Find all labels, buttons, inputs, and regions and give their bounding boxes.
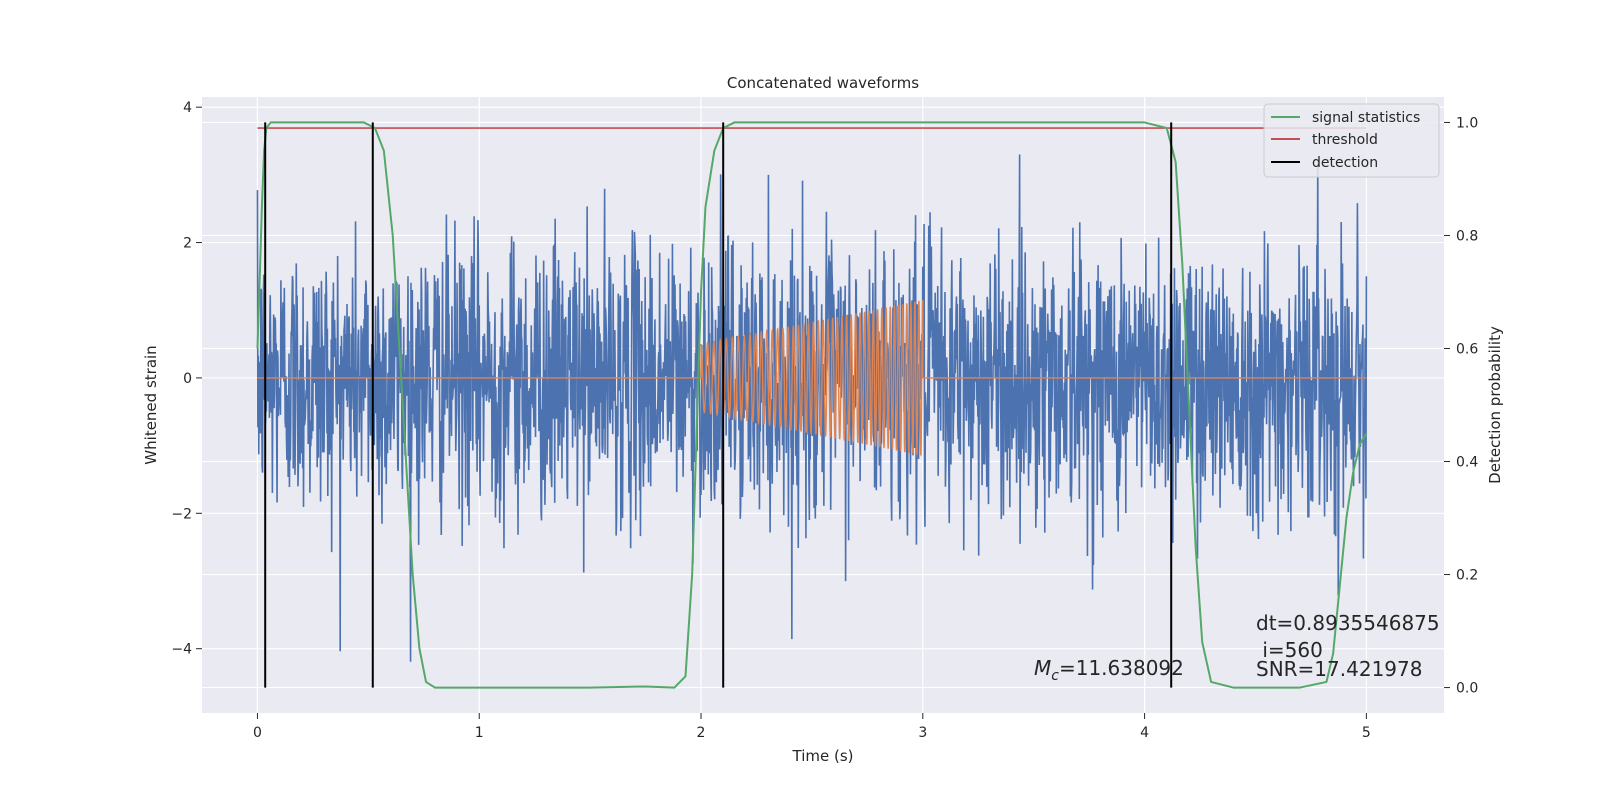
y-tick-label-1: −2	[171, 506, 192, 522]
legend: signal statistics threshold detection	[1263, 103, 1440, 178]
injected-signal-trace	[257, 300, 1367, 457]
y-tick-label-0: −4	[171, 642, 192, 658]
y2-tick-label-1: 0.2	[1456, 568, 1478, 584]
legend-label-signal-statistics: signal statistics	[1312, 110, 1420, 126]
x-tick-label-1: 1	[475, 725, 484, 741]
annotation-mc: Mc=11.638092	[1034, 656, 1184, 684]
y2-tick-label-5: 1.0	[1456, 115, 1478, 131]
y2-tick-label-3: 0.6	[1456, 341, 1478, 357]
y-axis-label: Whitened strain	[142, 345, 160, 464]
stat-layer	[256, 121, 1368, 689]
y2-tick-label-2: 0.4	[1456, 455, 1478, 471]
signal-layer	[257, 300, 1367, 457]
annotation-snr: SNR=17.421978	[1256, 657, 1422, 681]
chart-title: Concatenated waveforms	[727, 74, 919, 92]
x-ticks: 0 1 2 3 4 5	[253, 713, 1371, 741]
x-tick-label-4: 4	[1140, 725, 1149, 741]
x-tick-label-0: 0	[253, 725, 262, 741]
annotation-i: i=560	[1256, 638, 1323, 662]
annotation-mc-value: =11.638092	[1059, 656, 1184, 680]
y2-axis-label: Detection probability	[1486, 326, 1504, 484]
y-tick-label-4: 4	[183, 100, 192, 116]
legend-label-threshold: threshold	[1312, 132, 1378, 148]
x-tick-label-2: 2	[697, 725, 706, 741]
x-tick-label-3: 3	[918, 725, 927, 741]
legend-label-detection: detection	[1312, 155, 1378, 171]
annotation-dt: dt=0.8935546875	[1256, 611, 1440, 635]
signal-statistics-line	[256, 121, 1368, 689]
legend-box	[1263, 103, 1440, 178]
annotation-mc-base: M	[1034, 656, 1051, 680]
y-tick-label-3: 2	[183, 236, 192, 252]
y2-ticks: 0.0 0.2 0.4 0.6 0.8 1.0	[1444, 115, 1478, 697]
y2-tick-label-0: 0.0	[1456, 681, 1478, 697]
y2-tick-label-4: 0.8	[1456, 228, 1478, 244]
y-tick-label-2: 0	[183, 371, 192, 387]
x-axis-label: Time (s)	[792, 747, 854, 765]
annotation-mc-sub: c	[1051, 668, 1059, 684]
x-tick-label-5: 5	[1362, 725, 1371, 741]
y-ticks: −4 −2 0 2 4	[171, 100, 202, 658]
